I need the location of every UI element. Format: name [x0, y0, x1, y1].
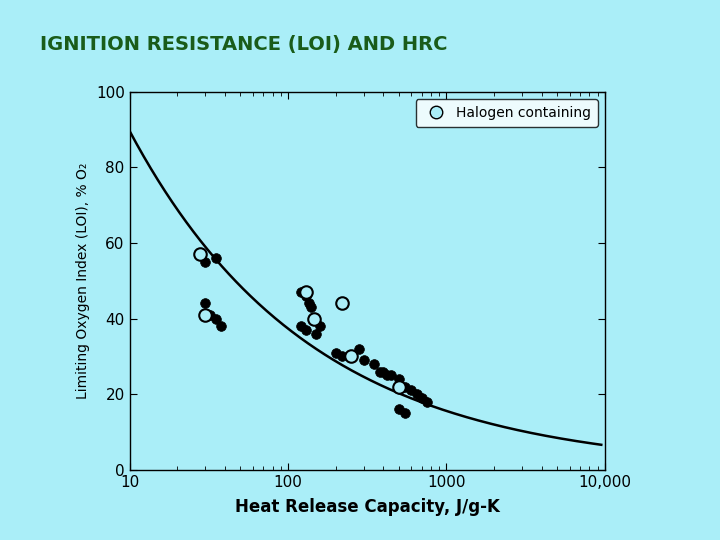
Point	[377, 367, 389, 376]
Point	[204, 310, 215, 319]
Point	[358, 356, 369, 364]
Point	[300, 326, 312, 334]
Point	[300, 288, 312, 296]
Point	[353, 345, 364, 353]
Point	[305, 303, 317, 312]
Point	[386, 371, 397, 380]
Point	[411, 390, 423, 399]
Point	[393, 375, 405, 383]
Point	[400, 382, 411, 391]
Point	[393, 405, 405, 414]
Point	[210, 254, 222, 262]
Legend: Halogen containing: Halogen containing	[415, 99, 598, 127]
Text: IGNITION RESISTANCE (LOI) AND HRC: IGNITION RESISTANCE (LOI) AND HRC	[40, 35, 447, 54]
Point	[194, 250, 206, 259]
Point	[199, 310, 211, 319]
Point	[216, 322, 228, 330]
Point	[300, 292, 312, 300]
Point	[381, 371, 392, 380]
Point	[310, 329, 322, 338]
Point	[369, 360, 380, 368]
Point	[330, 348, 341, 357]
Point	[294, 288, 306, 296]
Point	[199, 299, 211, 308]
Point	[421, 397, 433, 406]
Point	[374, 367, 386, 376]
Point	[210, 314, 222, 323]
Point	[336, 299, 348, 308]
Point	[346, 352, 357, 361]
Point	[400, 409, 411, 417]
Point	[346, 352, 357, 361]
Point	[405, 386, 417, 395]
Point	[308, 314, 320, 323]
X-axis label: Heat Release Capacity, J/g-K: Heat Release Capacity, J/g-K	[235, 498, 500, 516]
Point	[199, 258, 211, 266]
Point	[336, 352, 348, 361]
Y-axis label: Limiting Oxygen Index (LOI), % O₂: Limiting Oxygen Index (LOI), % O₂	[76, 163, 90, 399]
Point	[416, 394, 428, 402]
Point	[294, 322, 306, 330]
Point	[393, 382, 405, 391]
Point	[315, 322, 326, 330]
Point	[303, 299, 315, 308]
